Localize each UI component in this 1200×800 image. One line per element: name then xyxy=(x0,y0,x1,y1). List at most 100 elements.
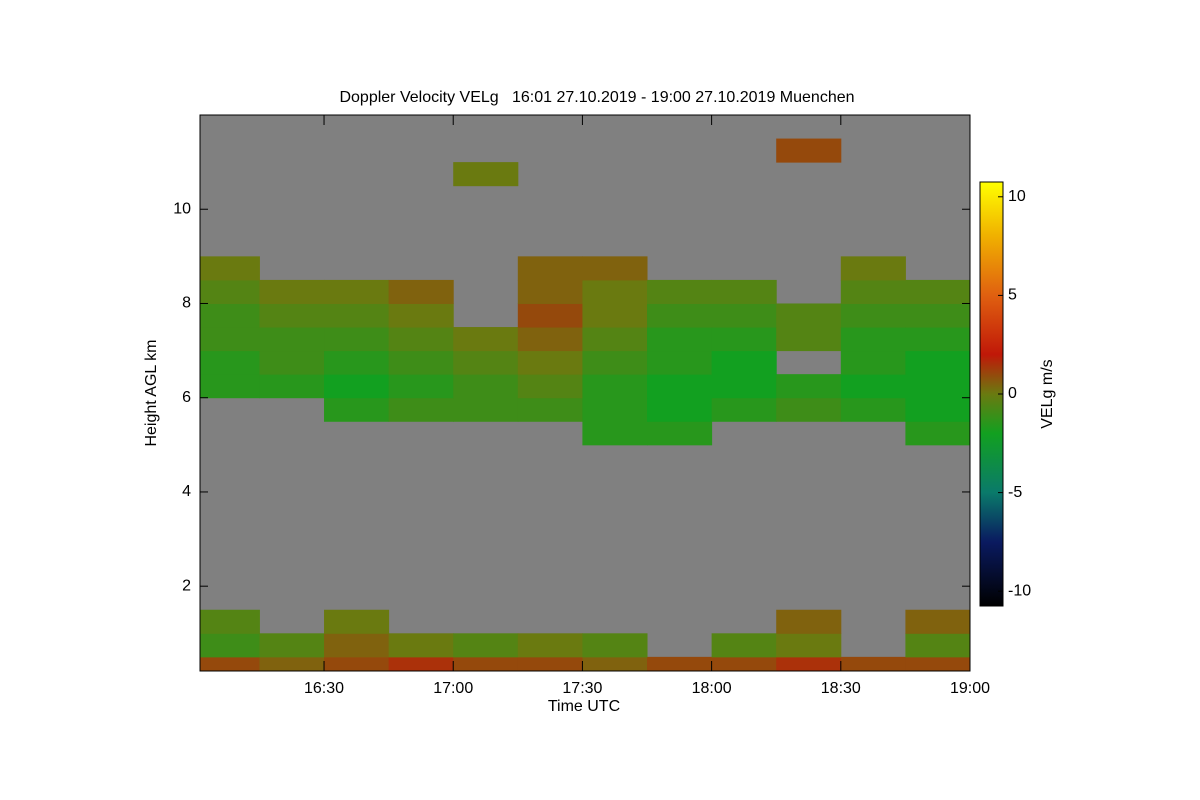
heatmap-cell xyxy=(582,350,648,375)
colorbar-tick-label: 10 xyxy=(1008,188,1026,205)
heatmap-cell xyxy=(647,303,713,328)
heatmap-cell xyxy=(453,327,519,352)
heatmap-cell xyxy=(259,303,325,328)
heatmap-cell xyxy=(905,656,970,671)
y-tick-label: 4 xyxy=(182,483,191,500)
heatmap-cell xyxy=(200,374,260,399)
heatmap-cell xyxy=(840,303,906,328)
heatmap-cell xyxy=(711,350,777,375)
heatmap-cell xyxy=(324,397,390,422)
heatmap-cell xyxy=(582,633,648,658)
heatmap-cell xyxy=(711,374,777,399)
y-tick-label: 8 xyxy=(182,295,191,312)
heatmap-cell xyxy=(582,279,648,304)
heatmap-cell xyxy=(517,279,583,304)
heatmap-cell xyxy=(905,397,970,422)
heatmap-cell xyxy=(582,421,648,446)
heatmap-cell xyxy=(453,374,519,399)
colorbar-tick-label: 5 xyxy=(1008,287,1017,304)
heatmap-cell xyxy=(840,327,906,352)
heatmap-cell xyxy=(840,256,906,281)
heatmap-cell xyxy=(711,397,777,422)
heatmap-cell xyxy=(711,327,777,352)
heatmap-cell xyxy=(711,633,777,658)
heatmap-cell xyxy=(324,609,390,634)
heatmap-cell xyxy=(453,350,519,375)
x-tick-label: 19:00 xyxy=(950,680,990,697)
x-tick-label: 17:30 xyxy=(562,680,602,697)
heatmap-cell xyxy=(517,633,583,658)
heatmap-cell xyxy=(388,350,454,375)
heatmap-cell xyxy=(776,138,842,163)
heatmap-cell xyxy=(324,327,390,352)
heatmap-cell xyxy=(840,374,906,399)
heatmap-cell xyxy=(388,397,454,422)
heatmap-cell xyxy=(200,256,260,281)
heatmap-cell xyxy=(840,350,906,375)
heatmap-cell xyxy=(582,303,648,328)
heatmap-cell xyxy=(388,327,454,352)
heatmap-cell xyxy=(582,656,648,671)
x-tick-label: 16:30 xyxy=(304,680,344,697)
heatmap-cell xyxy=(776,327,842,352)
heatmap-cell xyxy=(453,656,519,671)
heatmap-cell xyxy=(517,397,583,422)
heatmap-cell xyxy=(200,303,260,328)
heatmap-cell xyxy=(776,609,842,634)
heatmap-cell xyxy=(200,327,260,352)
heatmap-cell xyxy=(582,397,648,422)
heatmap-cell xyxy=(453,397,519,422)
heatmap-cell xyxy=(776,656,842,671)
heatmap-cell xyxy=(388,374,454,399)
y-tick-label: 6 xyxy=(182,389,191,406)
heatmap-cell xyxy=(840,656,906,671)
cells xyxy=(200,138,970,671)
heatmap-cell xyxy=(324,374,390,399)
heatmap-cell xyxy=(259,350,325,375)
y-tick-label: 10 xyxy=(173,200,191,217)
heatmap-cell xyxy=(200,656,260,671)
heatmap-cell xyxy=(776,397,842,422)
heatmap-cell xyxy=(776,633,842,658)
heatmap-cell xyxy=(388,303,454,328)
heatmap-cell xyxy=(324,350,390,375)
colorbar-tick-label: 0 xyxy=(1008,385,1017,402)
heatmap-cell xyxy=(776,303,842,328)
x-tick-label: 18:00 xyxy=(692,680,732,697)
heatmap-cell xyxy=(324,656,390,671)
heatmap-cell xyxy=(259,374,325,399)
heatmap-cell xyxy=(324,279,390,304)
heatmap-cell xyxy=(517,656,583,671)
heatmap-cell xyxy=(388,633,454,658)
heatmap-cell xyxy=(582,327,648,352)
heatmap-cell xyxy=(905,327,970,352)
y-axis-label: Height AGL km xyxy=(143,339,160,446)
x-tick-label: 18:30 xyxy=(821,680,861,697)
heatmap-cell xyxy=(905,279,970,304)
chart-title: Doppler Velocity VELg 16:01 27.10.2019 -… xyxy=(339,89,854,106)
colorbar-label: VELg m/s xyxy=(1039,359,1056,428)
heatmap-cell xyxy=(905,350,970,375)
heatmap-cell xyxy=(259,279,325,304)
heatmap-cell xyxy=(259,633,325,658)
heatmap-cell xyxy=(905,633,970,658)
heatmap-cell xyxy=(776,374,842,399)
heatmap-cell xyxy=(647,279,713,304)
heatmap-cell xyxy=(388,279,454,304)
heatmap-cell xyxy=(905,421,970,446)
heatmap-cell xyxy=(840,279,906,304)
heatmap-cell xyxy=(905,374,970,399)
heatmap-cell xyxy=(200,633,260,658)
heatmap-cell xyxy=(840,397,906,422)
heatmap-cell xyxy=(517,327,583,352)
colorbar-tick-label: -5 xyxy=(1008,484,1022,501)
x-tick-label: 17:00 xyxy=(433,680,473,697)
heatmap-cell xyxy=(453,633,519,658)
heatmap-cell xyxy=(582,256,648,281)
heatmap-cell xyxy=(905,303,970,328)
heatmap-cell xyxy=(453,162,519,187)
heatmap-cell xyxy=(517,374,583,399)
heatmap-cell xyxy=(259,656,325,671)
heatmap-cell xyxy=(647,421,713,446)
